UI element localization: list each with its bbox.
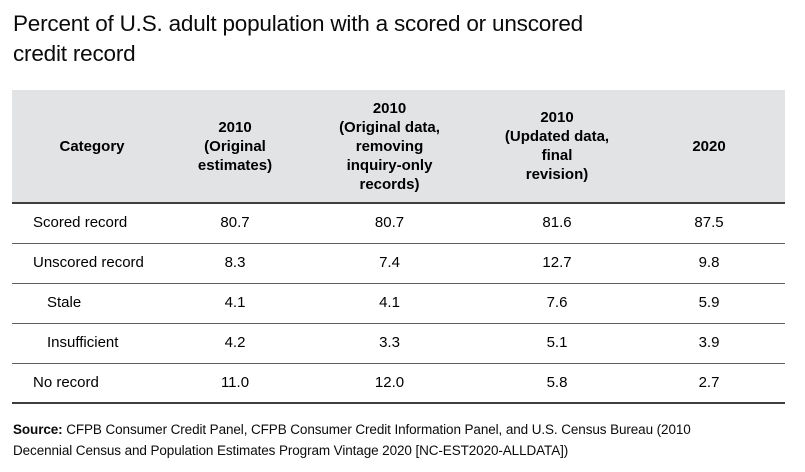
value-cell: 5.8 [546, 373, 568, 391]
value-cell: 9.8 [698, 254, 720, 271]
table-row-no-record: No record 11.0 12.0 5.8 2.7 [12, 363, 785, 403]
category-cell: Stale [47, 294, 82, 311]
value-cell: 12.7 [542, 254, 572, 271]
value-cell: 8.3 [224, 254, 246, 271]
value-cell: 7.4 [379, 254, 400, 271]
category-cell: Unscored record [33, 254, 144, 271]
table-header: Category 2010 (Original estimates) 2010 … [12, 90, 785, 203]
data-table: Category 2010 (Original estimates) 2010 … [12, 90, 785, 404]
table-row-insufficient: Insufficient 4.2 3.3 5.1 3.9 [12, 323, 785, 363]
value-cell: 87.5 [694, 214, 724, 232]
category-cell: Scored record [33, 214, 128, 232]
category-cell: No record [33, 373, 99, 391]
value-cell: 5.9 [698, 294, 720, 311]
value-cell: 81.6 [542, 214, 572, 232]
source-note: Source: CFPB Consumer Credit Panel, CFPB… [13, 419, 793, 461]
column-header-2020: 2020 [692, 137, 726, 155]
value-cell: 5.1 [546, 334, 568, 351]
category-cell: Insufficient [47, 334, 119, 351]
value-cell: 80.7 [220, 214, 250, 232]
value-cell: 7.6 [546, 294, 568, 311]
value-cell: 3.3 [379, 334, 400, 351]
source-text: CFPB Consumer Credit Panel, CFPB Consume… [13, 422, 691, 458]
column-header-category: Category [59, 137, 125, 155]
value-cell: 11.0 [220, 373, 250, 391]
value-cell: 80.7 [374, 214, 405, 232]
page-title: Percent of U.S. adult population with a … [13, 11, 583, 66]
table-row-scored-record: Scored record 80.7 80.7 81.6 87.5 [12, 203, 785, 243]
value-cell: 3.9 [698, 334, 720, 351]
value-cell: 4.1 [224, 294, 246, 311]
header-row: Category 2010 (Original estimates) 2010 … [12, 90, 785, 203]
table-row-stale: Stale 4.1 4.1 7.6 5.9 [12, 283, 785, 323]
value-cell: 12.0 [374, 373, 405, 391]
column-header-2010-original-estimates: 2010 (Original estimates) [197, 118, 273, 174]
column-header-2010-updated-final: 2010 (Updated data, final revision) [504, 109, 610, 183]
value-cell: 2.7 [698, 373, 720, 391]
value-cell: 4.1 [379, 294, 400, 311]
table-body: Scored record 80.7 80.7 81.6 87.5 Unscor… [12, 203, 785, 403]
value-cell: 4.2 [224, 334, 246, 351]
source-label: Source: [13, 422, 63, 437]
column-header-2010-removing-inquiry-only: 2010 (Original data, removing inquiry-on… [339, 99, 440, 193]
table-row-unscored-record: Unscored record 8.3 7.4 12.7 9.8 [12, 243, 785, 283]
